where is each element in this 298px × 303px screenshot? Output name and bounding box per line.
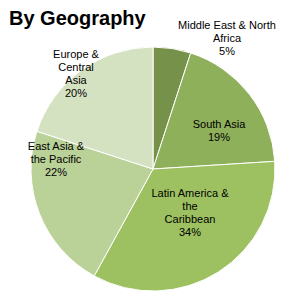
chart-container: By Geography Middle East & NorthAfrica5% S… bbox=[0, 0, 298, 303]
category-label: Middle East & NorthAfrica bbox=[178, 19, 276, 44]
chart-title: By Geography bbox=[9, 7, 147, 29]
category-label: East Asia &the Pacific bbox=[28, 140, 85, 165]
category-label: Europe &CentralAsia bbox=[53, 48, 100, 86]
value-label: 22% bbox=[45, 166, 67, 178]
data-labels: Middle East & NorthAfrica5% South Asia19%… bbox=[28, 19, 276, 238]
value-label: 34% bbox=[179, 226, 201, 238]
value-label: 5% bbox=[219, 45, 235, 57]
category-label: Latin America &theCaribbean bbox=[151, 187, 229, 225]
pie-chart: By Geography Middle East & NorthAfrica5% S… bbox=[0, 0, 298, 303]
value-label: 20% bbox=[65, 87, 87, 99]
pie-slice bbox=[153, 53, 275, 169]
category-label: South Asia bbox=[193, 118, 246, 130]
slices bbox=[31, 47, 275, 291]
value-label: 19% bbox=[208, 131, 230, 143]
